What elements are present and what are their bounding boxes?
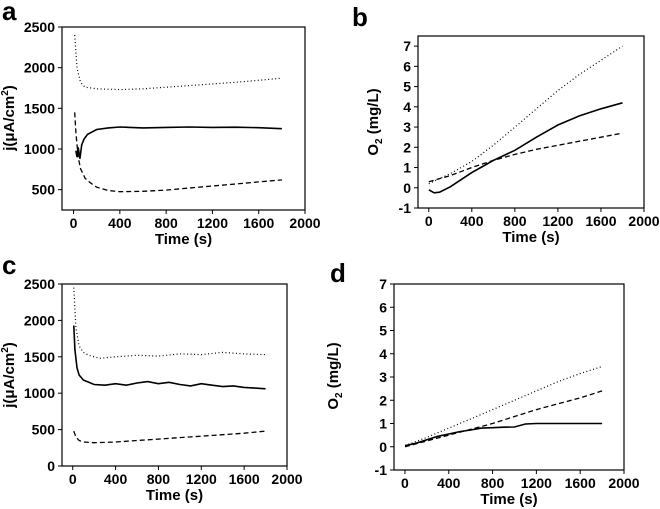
y-tick-label: -1 — [399, 200, 412, 216]
x-tick-label: 1600 — [229, 471, 260, 487]
series-line-dotted — [73, 287, 266, 359]
y-tick-label: 2000 — [24, 60, 55, 76]
y-tick-label: 3 — [403, 119, 411, 135]
x-axis-title: Time (s) — [502, 229, 559, 246]
x-tick-label: 400 — [108, 215, 132, 231]
y-tick-label: 5 — [379, 323, 387, 339]
x-tick-label: 2000 — [608, 475, 639, 491]
x-tick-label: 0 — [425, 213, 433, 229]
y-tick-label: -1 — [375, 462, 388, 478]
x-tick-label: 0 — [401, 475, 409, 491]
y-tick-label: 6 — [403, 58, 411, 74]
series-line-dotted — [74, 35, 282, 91]
x-axis-title: Time (s) — [146, 487, 203, 504]
x-tick-label: 400 — [104, 471, 128, 487]
y-tick-label: 2 — [403, 139, 411, 155]
y-axis-title: O2 (mg/L) — [325, 342, 345, 409]
series-line-dashed — [428, 132, 623, 183]
y-tick-label: 0 — [47, 458, 55, 474]
y-tick-label: 1 — [379, 416, 387, 432]
y-tick-label: 4 — [379, 346, 387, 362]
x-tick-label: 800 — [147, 471, 171, 487]
y-axis-title-subscript: 2 — [334, 392, 345, 398]
x-tick-label: 1600 — [585, 213, 616, 229]
y-axis-title-suffix: ) — [1, 85, 18, 90]
series-line-solid — [75, 126, 282, 159]
panel-letter-a: a — [2, 0, 17, 26]
chart-panel-d: 0 400 800 1200 1600 2000 -1 0 1 2 3 4 5 6 7 Time (s) O2 … — [325, 276, 640, 508]
y-axis-title: O2 (mg/L) — [365, 88, 385, 155]
series-line-dotted — [428, 45, 623, 185]
y-axis-title-subscript: 2 — [374, 138, 385, 144]
y-tick-label: 1000 — [24, 385, 55, 401]
y-tick-label: 6 — [379, 299, 387, 315]
plot-frame — [417, 35, 645, 209]
y-axis-title-suffix: ) — [1, 342, 18, 347]
panel-letter-b: b — [352, 2, 368, 32]
series-line-solid — [404, 422, 603, 447]
y-tick-label: 1500 — [24, 349, 55, 365]
plot-frame — [393, 283, 625, 471]
x-tick-label: 2000 — [271, 471, 302, 487]
y-tick-label: 2500 — [24, 19, 55, 35]
y-axis-title-main: j(μA/cm — [1, 353, 18, 409]
series-line-dashed — [404, 390, 603, 448]
x-tick-label: 0 — [70, 215, 78, 231]
series-line-dashed — [73, 430, 266, 444]
y-tick-label: 0 — [403, 180, 411, 196]
y-tick-label: 1500 — [24, 100, 55, 116]
x-tick-label: 800 — [481, 475, 505, 491]
chart-panel-b: 0 400 800 1200 1600 2000 -1 0 1 2 3 4 5 6 7 Time (s) O2 … — [365, 35, 660, 246]
y-axis-title-main: O — [365, 144, 382, 156]
x-tick-label: 1600 — [243, 215, 274, 231]
y-axis-title-superscript: 2 — [0, 90, 11, 96]
y-tick-label: 4 — [403, 99, 411, 115]
plot-frame — [61, 283, 288, 467]
y-axis-title-superscript: 2 — [0, 347, 11, 353]
y-tick-label: 1 — [403, 160, 411, 176]
x-axis-title: Time (s) — [480, 491, 537, 508]
y-tick-label: 7 — [379, 276, 387, 292]
y-tick-label: 1000 — [24, 141, 55, 157]
y-axis-title: j(μA/cm2) — [0, 85, 18, 152]
y-tick-label: 500 — [32, 182, 56, 198]
x-tick-label: 1200 — [186, 471, 217, 487]
y-axis-title: j(μA/cm2) — [0, 342, 18, 409]
y-tick-label: 2500 — [24, 276, 55, 292]
y-tick-label: 7 — [403, 38, 411, 54]
y-axis-title-suffix: (mg/L) — [365, 88, 382, 138]
x-tick-label: 400 — [437, 475, 461, 491]
series-line-dashed — [74, 112, 282, 193]
series-line-solid — [428, 102, 623, 194]
x-tick-label: 1600 — [565, 475, 596, 491]
y-axis-title-main: j(μA/cm — [1, 96, 18, 152]
chart-panel-a: 0 400 800 1200 1600 2000 500 1000 1500 2000 2500 Ti… — [0, 19, 321, 248]
chart-panel-c: 0 400 800 1200 1600 2000 0 500 1000 1500 2000 2500 T… — [0, 276, 303, 504]
series-line-solid — [73, 325, 266, 390]
y-tick-label: 2 — [379, 392, 387, 408]
y-tick-label: 500 — [32, 422, 56, 438]
x-tick-label: 800 — [503, 213, 527, 229]
x-tick-label: 1200 — [197, 215, 228, 231]
series-line-dotted — [404, 365, 603, 447]
x-tick-label: 2000 — [289, 215, 320, 231]
x-tick-label: 2000 — [628, 213, 659, 229]
y-tick-label: 0 — [379, 439, 387, 455]
x-tick-label: 1200 — [521, 475, 552, 491]
x-tick-label: 800 — [154, 215, 178, 231]
panel-letter-d: d — [330, 258, 346, 288]
y-tick-label: 2000 — [24, 312, 55, 328]
panel-letter-c: c — [2, 250, 16, 280]
x-tick-label: 0 — [69, 471, 77, 487]
x-tick-label: 400 — [460, 213, 484, 229]
y-tick-label: 5 — [403, 79, 411, 95]
x-axis-title: Time (s) — [155, 231, 212, 248]
plot-frame — [61, 26, 306, 211]
y-tick-label: 3 — [379, 369, 387, 385]
y-axis-title-suffix: (mg/L) — [325, 342, 342, 392]
x-tick-label: 1200 — [542, 213, 573, 229]
y-axis-title-main: O — [325, 398, 342, 410]
